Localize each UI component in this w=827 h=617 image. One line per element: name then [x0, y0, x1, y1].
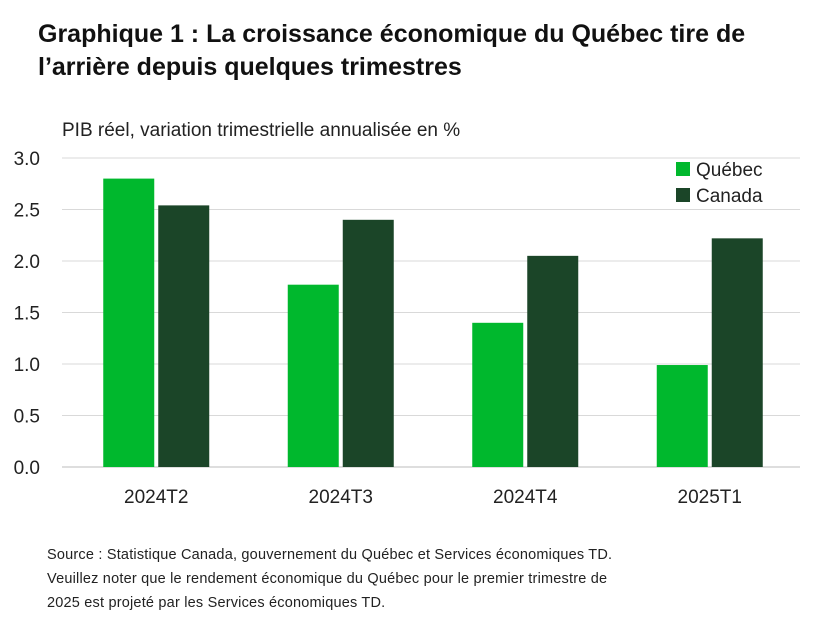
y-tick-label: 0.5	[14, 407, 40, 428]
bar-qubec-2024t2	[103, 178, 155, 467]
y-tick-label: 2.5	[14, 201, 40, 222]
y-tick-label: 3.0	[14, 149, 40, 170]
source-line-1: Source : Statistique Canada, gouvernemen…	[47, 547, 613, 563]
source-line-2: Veuillez noter que le rendement économiq…	[47, 571, 608, 587]
bar-canada-2025t1	[711, 238, 763, 467]
bar-canada-2024t3	[342, 219, 394, 467]
legend-label: Canada	[696, 186, 763, 207]
y-tick-label: 0.0	[14, 458, 40, 479]
y-tick-label: 2.0	[14, 252, 40, 273]
x-tick-label: 2024T3	[309, 487, 373, 508]
legend-swatch	[676, 162, 690, 176]
bar-canada-2024t2	[158, 205, 210, 467]
source-line-3: 2025 est projeté par les Services économ…	[47, 595, 386, 611]
bar-qubec-2025t1	[656, 365, 708, 467]
y-tick-label: 1.5	[14, 304, 40, 325]
bar-qubec-2024t3	[287, 284, 339, 467]
bar-canada-2024t4	[527, 255, 579, 467]
y-axis-label: PIB réel, variation trimestrielle annual…	[62, 120, 461, 141]
source-note: Source : Statistique Canada, gouvernemen…	[47, 543, 807, 615]
x-tick-label: 2024T2	[124, 487, 188, 508]
chart-title: Graphique 1 : La croissance économique d…	[38, 20, 746, 81]
legend-label: Québec	[696, 160, 763, 181]
bar-qubec-2024t4	[472, 322, 524, 467]
legend-swatch	[676, 188, 690, 202]
bar-chart: 0.0 0.5 1.0 1.5 2.0 2.5 3.0 2024T2 2024T3 2024T4 2…	[14, 149, 800, 508]
x-tick-label: 2025T1	[678, 487, 742, 508]
y-tick-label: 1.0	[14, 355, 40, 376]
x-tick-label: 2024T4	[493, 487, 558, 508]
